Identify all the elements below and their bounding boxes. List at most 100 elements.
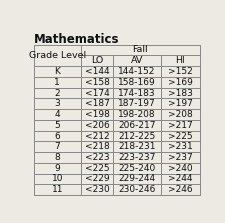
Text: 1: 1 [54,78,60,87]
Text: <230: <230 [84,185,109,194]
Text: 223-237: 223-237 [118,153,155,162]
Text: <158: <158 [84,78,109,87]
Text: >231: >231 [167,142,192,151]
Bar [160,109,199,120]
Bar [113,77,160,88]
Bar [33,173,81,184]
Bar [113,120,160,131]
Text: 7: 7 [54,142,60,151]
Text: >183: >183 [167,89,192,98]
Text: <174: <174 [84,89,109,98]
Bar [33,77,81,88]
Bar [81,88,113,99]
Text: Mathematics: Mathematics [33,33,119,46]
Bar [81,45,199,55]
Text: >169: >169 [167,78,192,87]
Bar [81,66,113,77]
Bar [81,163,113,173]
Bar [81,173,113,184]
Bar [81,131,113,141]
Bar [113,55,160,66]
Text: 11: 11 [51,185,63,194]
Text: 158-169: 158-169 [118,78,155,87]
Text: <212: <212 [84,132,109,140]
Text: 218-231: 218-231 [118,142,155,151]
Text: 8: 8 [54,153,60,162]
Text: 9: 9 [54,164,60,173]
Text: >152: >152 [167,67,192,76]
Bar [160,77,199,88]
Text: <198: <198 [84,110,109,119]
Bar [33,184,81,195]
Bar [160,66,199,77]
Bar [33,45,199,195]
Text: >208: >208 [167,110,192,119]
Bar [160,99,199,109]
Bar [113,184,160,195]
Bar [160,88,199,99]
Text: <206: <206 [84,121,109,130]
Text: 3: 3 [54,99,60,108]
Text: <223: <223 [84,153,109,162]
Text: 206-217: 206-217 [118,121,155,130]
Bar [113,109,160,120]
Text: >237: >237 [167,153,192,162]
Bar [33,88,81,99]
Bar [160,184,199,195]
Text: 230-246: 230-246 [118,185,155,194]
Text: >197: >197 [167,99,192,108]
Bar [160,152,199,163]
Text: 229-244: 229-244 [118,174,155,184]
Text: K: K [54,67,60,76]
Bar [33,131,81,141]
Bar [160,120,199,131]
Text: Fall: Fall [132,45,148,54]
Text: >244: >244 [167,174,192,184]
Text: <225: <225 [84,164,109,173]
Bar [33,99,81,109]
Bar [33,66,81,77]
Text: 187-197: 187-197 [118,99,155,108]
Bar [81,152,113,163]
Text: 174-183: 174-183 [118,89,155,98]
Text: 144-152: 144-152 [118,67,155,76]
Bar [160,163,199,173]
Bar [160,131,199,141]
Bar [113,163,160,173]
Bar [81,120,113,131]
Text: 4: 4 [54,110,60,119]
Text: HI: HI [175,56,184,65]
Bar [33,109,81,120]
Text: AV: AV [130,56,143,65]
Text: LO: LO [91,56,103,65]
Bar [113,99,160,109]
Bar [81,77,113,88]
Bar [33,45,81,66]
Text: >246: >246 [167,185,192,194]
Bar [81,99,113,109]
Bar [81,141,113,152]
Text: >240: >240 [167,164,192,173]
Text: Grade Level: Grade Level [29,51,86,60]
Bar [33,141,81,152]
Text: <218: <218 [84,142,109,151]
Bar [113,66,160,77]
Text: >217: >217 [167,121,192,130]
Bar [33,120,81,131]
Bar [81,109,113,120]
Bar [160,173,199,184]
Bar [113,131,160,141]
Bar [160,55,199,66]
Bar [113,141,160,152]
Bar [33,152,81,163]
Text: >225: >225 [167,132,192,140]
Text: 2: 2 [54,89,60,98]
Bar [113,88,160,99]
Text: 212-225: 212-225 [118,132,155,140]
Text: <187: <187 [84,99,109,108]
Bar [81,184,113,195]
Text: 10: 10 [51,174,63,184]
Text: 225-240: 225-240 [118,164,155,173]
Bar [113,173,160,184]
Text: 5: 5 [54,121,60,130]
